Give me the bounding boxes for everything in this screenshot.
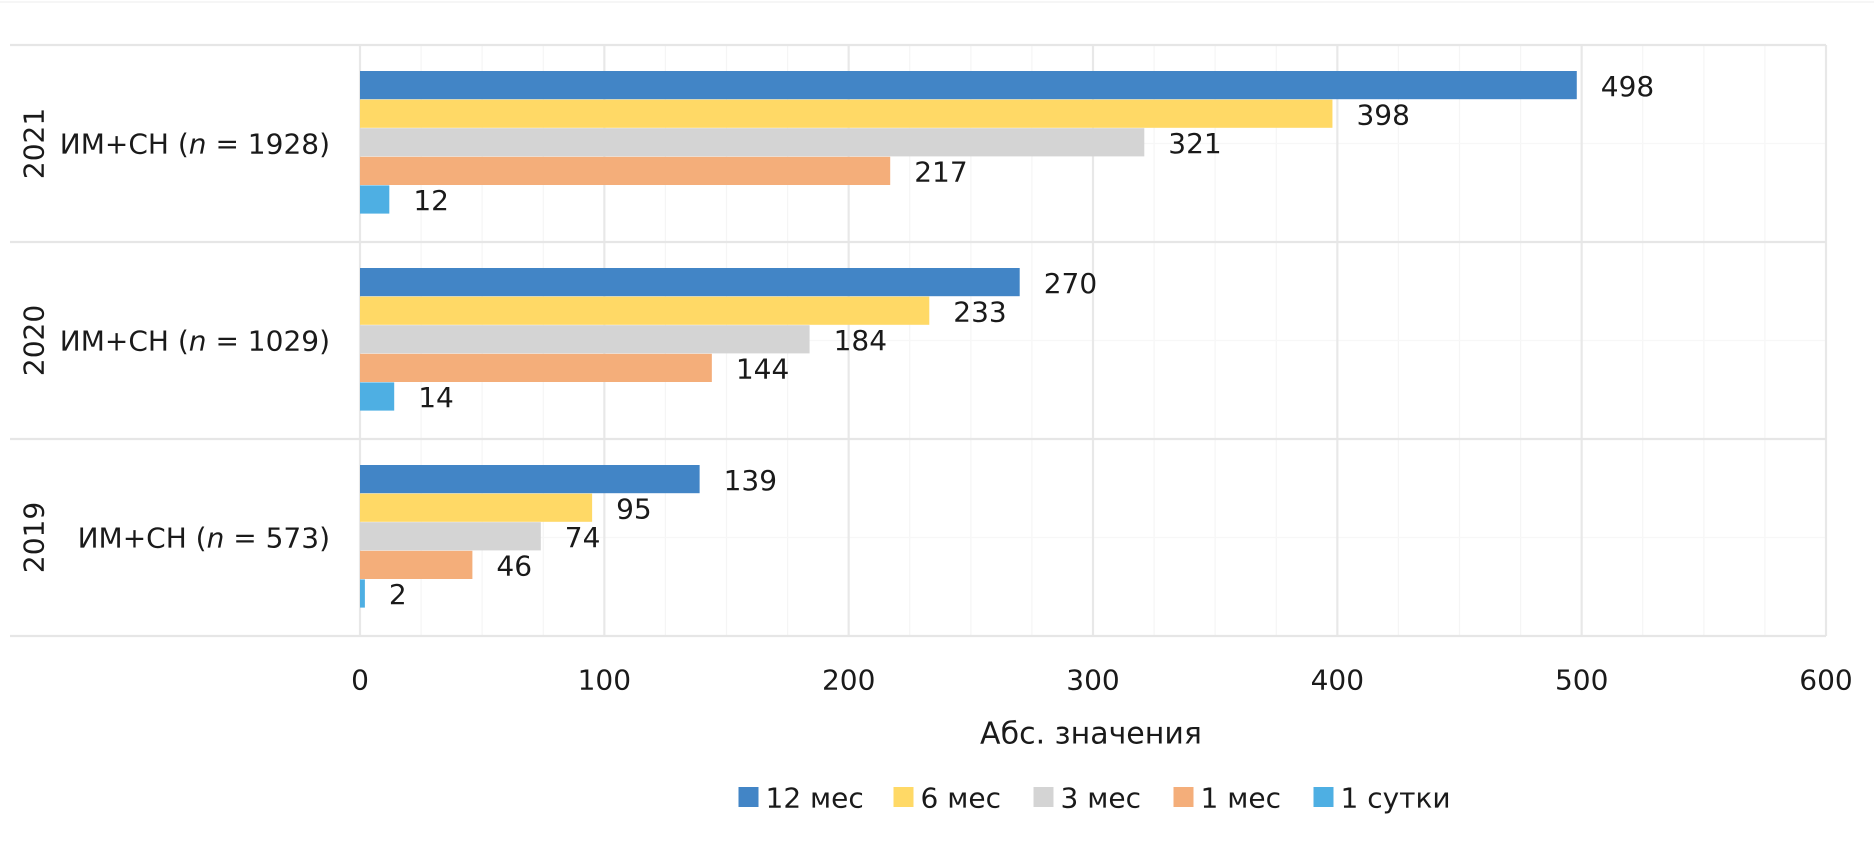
bar: [360, 268, 1020, 297]
legend-swatch: [1173, 787, 1194, 807]
bar-value-label: 217: [914, 156, 967, 189]
group-year-label: 2019: [18, 502, 51, 573]
bar-value-label: 2: [389, 578, 407, 611]
group-year-label: 2021: [18, 108, 51, 179]
bar-value-label: 184: [834, 324, 887, 357]
bar: [360, 465, 700, 494]
legend-label: 3 мес: [1061, 782, 1141, 815]
group-category-label: ИМ+СН (n = 1928): [60, 127, 330, 160]
bar-value-label: 398: [1356, 98, 1409, 131]
bar-value-label: 14: [418, 381, 454, 414]
x-tick-label: 500: [1555, 664, 1608, 697]
x-tick-label: 600: [1799, 664, 1852, 697]
x-tick-label: 0: [351, 664, 369, 697]
bar: [360, 522, 541, 551]
x-tick-label: 300: [1066, 664, 1119, 697]
bar-value-label: 74: [565, 521, 601, 554]
bar: [360, 156, 891, 185]
bar: [360, 128, 1145, 157]
group-category-label: ИМ+СН (n = 573): [78, 521, 330, 554]
bar: [360, 493, 593, 522]
bar: [360, 325, 810, 354]
bar-value-label: 12: [413, 184, 449, 217]
group-year-label: 2020: [18, 305, 51, 376]
bar: [360, 185, 390, 214]
legend-label: 6 мес: [921, 782, 1001, 815]
legend-swatch: [738, 787, 759, 807]
x-axis-title: Абс. значения: [980, 717, 1202, 752]
bar-value-label: 46: [496, 550, 532, 583]
bar: [360, 296, 930, 325]
group-category-label: ИМ+СН (n = 1029): [60, 324, 330, 357]
bar: [360, 353, 712, 382]
bar: [360, 99, 1333, 128]
bar: [360, 579, 365, 608]
x-tick-label: 200: [822, 664, 875, 697]
x-tick-label: 400: [1311, 664, 1364, 697]
x-tick-label: 100: [578, 664, 631, 697]
bar-value-label: 139: [724, 464, 777, 497]
legend-swatch: [893, 787, 914, 807]
bar-value-label: 270: [1044, 267, 1097, 300]
legend-label: 1 сутки: [1341, 782, 1451, 815]
bar-value-label: 321: [1168, 127, 1221, 160]
legend-swatch: [1313, 787, 1334, 807]
bar-value-label: 498: [1601, 70, 1654, 103]
legend-label: 1 мес: [1201, 782, 1281, 815]
bar: [360, 71, 1577, 100]
bar-value-label: 144: [736, 353, 789, 386]
bar: [360, 550, 473, 579]
bar: [360, 382, 395, 411]
bar-value-label: 95: [616, 492, 652, 525]
bar-value-label: 233: [953, 295, 1006, 328]
legend-swatch: [1033, 787, 1054, 807]
legend-label: 12 мес: [766, 782, 864, 815]
